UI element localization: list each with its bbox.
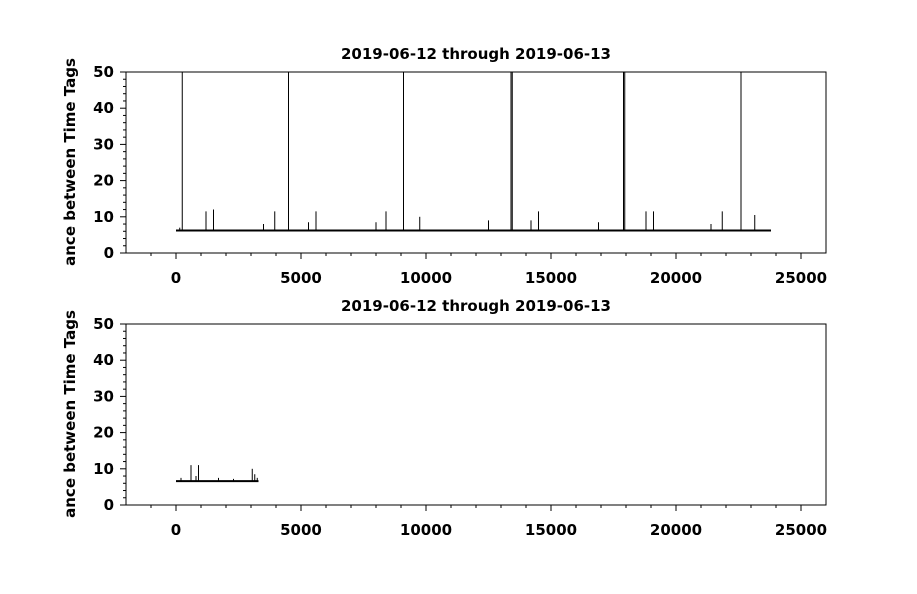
x-tick-label: 5000 (280, 521, 322, 539)
plot-frame (125, 71, 827, 254)
y-tick-label: 30 (93, 135, 114, 153)
y-tick-label: 10 (93, 208, 114, 226)
x-tick-label: 15000 (525, 521, 577, 539)
x-tick-label: 15000 (525, 269, 577, 287)
x-tick-label: 10000 (400, 269, 452, 287)
data-marks (176, 465, 259, 483)
x-tick-label: 5000 (280, 269, 322, 287)
y-tick-label: 40 (93, 99, 114, 117)
chart-bottom: 2019-06-12 through 2019-06-13 ance betwe… (61, 297, 827, 539)
x-tick-label: 0 (171, 269, 181, 287)
y-tick-label: 10 (93, 460, 114, 478)
x-tick-label: 20000 (650, 269, 702, 287)
y-tick-label: 30 (93, 387, 114, 405)
x-tick-label: 10000 (400, 521, 452, 539)
chart-top: 2019-06-12 through 2019-06-13 ance betwe… (61, 45, 827, 287)
chart-title: 2019-06-12 through 2019-06-13 (341, 45, 611, 63)
y-tick-label: 20 (93, 424, 114, 442)
x-tick-label: 20000 (650, 521, 702, 539)
y-tick-label: 0 (104, 496, 114, 514)
y-axis-label: ance between Time Tags (61, 58, 79, 266)
y-tick-label: 0 (104, 244, 114, 262)
y-tick-label: 50 (93, 315, 114, 333)
x-tick-label: 0 (171, 521, 181, 539)
y-tick-label: 50 (93, 63, 114, 81)
x-tick-label: 25000 (775, 521, 827, 539)
axis-ticks: 0 10 20 30 40 50 0 5000 10000 15000 20000 25000 (93, 315, 827, 539)
x-tick-label: 25000 (775, 269, 827, 287)
y-tick-label: 40 (93, 351, 114, 369)
chart-title: 2019-06-12 through 2019-06-13 (341, 297, 611, 315)
y-axis-label: ance between Time Tags (61, 310, 79, 518)
plot-frame (125, 323, 827, 506)
data-marks (176, 72, 771, 232)
y-tick-label: 20 (93, 172, 114, 190)
axis-ticks: 0 10 20 30 40 50 0 5000 10000 15000 20000 25000 (93, 63, 827, 287)
